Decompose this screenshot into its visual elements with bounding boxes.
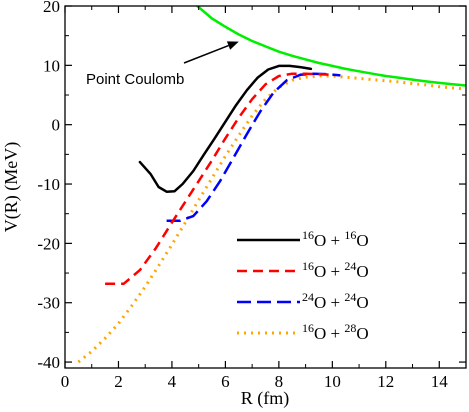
- x-tick-label: 0: [61, 372, 70, 391]
- annotation-arrow: [183, 44, 229, 64]
- series-line-3: [166, 72, 341, 223]
- series-line-2: [105, 72, 333, 285]
- x-axis-title: R (fm): [241, 388, 290, 409]
- x-tick-label: 10: [324, 372, 341, 391]
- x-tick-label: 8: [275, 372, 284, 391]
- series-line-4: [77, 74, 466, 364]
- legend-label: 16O + 16O: [302, 228, 369, 250]
- legend-label: 16O + 28O: [302, 321, 369, 343]
- series-layer: [77, 6, 466, 364]
- series-line-1: [138, 64, 313, 193]
- y-tick-label: -20: [37, 234, 60, 253]
- x-tick-label: 2: [114, 372, 123, 391]
- y-axis-title: V(R) (MeV): [1, 142, 22, 232]
- y-tick-label: 10: [43, 56, 60, 75]
- y-tick-label: 0: [52, 116, 61, 135]
- annotation-label: Point Coulomb: [86, 71, 184, 88]
- y-tick-label: -10: [37, 175, 60, 194]
- x-tick-label: 4: [168, 372, 177, 391]
- legend: 16O + 16O 16O + 24O 24O + 24O 16O + 28O: [237, 228, 369, 343]
- x-tick-label: 14: [431, 372, 449, 391]
- x-tick-label: 6: [221, 372, 230, 391]
- x-tick-label: 12: [377, 372, 394, 391]
- y-tick-label: -30: [37, 294, 60, 313]
- y-tick-label: 20: [43, 0, 60, 16]
- y-tick-label: -40: [37, 353, 60, 372]
- legend-label: 16O + 24O: [302, 259, 369, 281]
- point-coulomb-annotation: Point Coulomb: [86, 41, 239, 88]
- annotation-arrowhead: [226, 41, 239, 50]
- series-line-5: [196, 6, 466, 87]
- plot-frame: [64, 5, 467, 369]
- ticks-layer: 0 2 4 6 8 10 12 14 -40 -30 -20 -10 0 10 20: [37, 0, 466, 391]
- legend-label: 24O + 24O: [302, 290, 369, 312]
